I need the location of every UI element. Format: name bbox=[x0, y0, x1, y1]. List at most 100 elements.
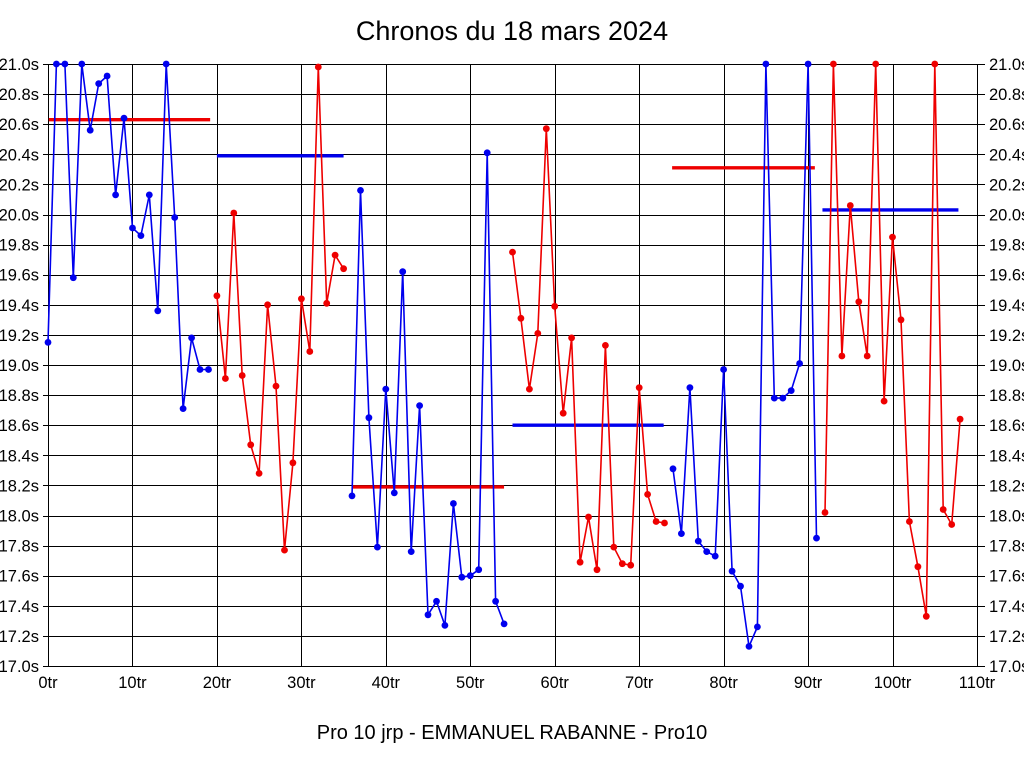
stint-6-data-point bbox=[846, 202, 854, 209]
y-tick-label: 18.0s bbox=[989, 508, 1024, 526]
stint-3-data-point bbox=[475, 566, 483, 574]
stint-4-data-point bbox=[559, 409, 567, 417]
y-tick-label: 19.4s bbox=[989, 297, 1024, 315]
stint-3-data-point bbox=[500, 620, 508, 628]
x-tick-label: 0tr bbox=[38, 674, 58, 692]
stint-1-data-point bbox=[103, 72, 111, 80]
chart-title: Chronos du 18 mars 2024 bbox=[355, 16, 669, 46]
y-tick-label: 18.0s bbox=[0, 508, 39, 526]
y-tick-label: 20.4s bbox=[0, 146, 39, 164]
y-tick-label: 19.2s bbox=[0, 327, 39, 345]
y-tick-label: 18.6s bbox=[989, 417, 1024, 435]
stint-1-data-point bbox=[137, 232, 145, 240]
stint-2-data-point bbox=[272, 382, 280, 390]
y-axis-labels-right: 21.0s 20.8s 20.6s 20.4s 20.2s 20.0s 19.8s 19.6s… bbox=[989, 56, 1024, 676]
stint-6-data-point bbox=[948, 521, 956, 528]
x-tick-label: 100tr bbox=[874, 674, 912, 692]
stint-5-data-point bbox=[804, 60, 812, 68]
stint-5-data-point bbox=[762, 60, 770, 68]
stint-2-data-point bbox=[331, 251, 339, 259]
stint-4-data-point bbox=[551, 302, 559, 310]
y-tick-label: 19.6s bbox=[989, 267, 1024, 285]
y-tick-label: 17.0s bbox=[0, 658, 39, 676]
x-tick-label: 50tr bbox=[456, 674, 485, 692]
stint-4-data-point bbox=[652, 518, 660, 525]
stint-5-data-point bbox=[787, 387, 795, 394]
stint-6-data-point bbox=[830, 60, 837, 68]
driver-session-label: Pro 10 jrp - EMMANUEL RABANNE - Pro10 bbox=[316, 722, 708, 744]
stint-3-line bbox=[351, 152, 505, 626]
x-tick-label: 90tr bbox=[794, 674, 823, 692]
stint-6-data-point bbox=[838, 352, 846, 360]
y-tick-label: 17.8s bbox=[0, 538, 39, 556]
y-tick-label: 18.4s bbox=[989, 447, 1024, 465]
stint-3-data-point bbox=[450, 500, 457, 507]
stint-6-data-point bbox=[889, 233, 896, 241]
stint-6-data-point bbox=[821, 509, 829, 516]
stint-3-data-point bbox=[407, 548, 415, 555]
stint-1-data-point bbox=[179, 405, 187, 412]
stint-2-data-point bbox=[314, 63, 322, 71]
y-tick-label: 17.0s bbox=[989, 658, 1024, 676]
stint-6-data-point bbox=[863, 352, 871, 360]
stint-6-data-point bbox=[956, 415, 964, 423]
y-tick-label: 18.8s bbox=[0, 387, 39, 405]
x-tick-label: 110tr bbox=[959, 674, 996, 692]
x-tick-label: 30tr bbox=[287, 674, 316, 692]
stint-4-data-point bbox=[602, 342, 609, 349]
stint-4-data-point bbox=[635, 384, 643, 391]
stint-3-data-point bbox=[390, 489, 398, 497]
stint-5-data-point bbox=[678, 530, 685, 537]
stint-6-data-point bbox=[906, 518, 913, 525]
stint-6-line bbox=[824, 63, 961, 617]
stint-4-series bbox=[509, 125, 668, 574]
x-tick-label: 20tr bbox=[203, 674, 232, 692]
stint-1-data-point bbox=[188, 334, 196, 342]
stint-5-data-point bbox=[694, 537, 702, 545]
stint-6-data-point bbox=[931, 60, 939, 68]
stint-2-data-point bbox=[238, 372, 246, 379]
y-tick-label: 19.2s bbox=[989, 327, 1024, 345]
y-tick-label: 19.8s bbox=[0, 237, 39, 255]
stint-5-series bbox=[669, 60, 820, 650]
stint-5-line bbox=[672, 63, 818, 650]
y-tick-label: 20.2s bbox=[0, 176, 39, 194]
stint-4-data-point bbox=[585, 513, 592, 521]
stint-1-data-point bbox=[61, 60, 69, 68]
stint-2-data-point bbox=[222, 375, 229, 382]
stint-4-data-point bbox=[517, 314, 525, 322]
stint-2-data-point bbox=[247, 441, 255, 449]
y-tick-label: 17.6s bbox=[989, 568, 1024, 586]
y-tick-label: 20.8s bbox=[989, 86, 1024, 104]
stint-4-line bbox=[511, 128, 665, 570]
stint-6-data-point bbox=[855, 298, 863, 306]
x-tick-label: 10tr bbox=[118, 674, 147, 692]
stint-2-data-point bbox=[281, 546, 288, 554]
stint-4-data-point bbox=[526, 385, 533, 393]
stint-5-data-point bbox=[813, 534, 820, 542]
stint-1-data-point bbox=[120, 114, 128, 122]
stint-1-data-point bbox=[86, 126, 94, 134]
stint-3-data-point bbox=[466, 572, 474, 580]
stint-4-data-point bbox=[509, 248, 516, 256]
stint-4-data-point bbox=[542, 125, 550, 133]
stint-1-data-point bbox=[205, 366, 212, 373]
stint-5-data-point bbox=[728, 567, 736, 575]
stint-1-data-point bbox=[112, 191, 119, 199]
stint-2-data-point bbox=[289, 459, 297, 467]
stint-3-data-point bbox=[365, 414, 373, 422]
stint-1-data-point bbox=[129, 224, 136, 232]
y-tick-label: 20.6s bbox=[989, 116, 1024, 134]
stint-3-data-point bbox=[416, 402, 423, 409]
y-tick-label: 20.0s bbox=[989, 207, 1024, 225]
stint-6-data-point bbox=[872, 60, 880, 68]
stint-3-data-point bbox=[382, 385, 390, 393]
stint-2-data-point bbox=[255, 470, 263, 477]
stint-3-data-point bbox=[357, 187, 364, 194]
stint-5-data-point bbox=[745, 643, 753, 650]
stint-5-data-point bbox=[703, 548, 711, 555]
stint-4-data-point bbox=[593, 566, 601, 574]
stint-3-data-point bbox=[492, 597, 499, 605]
stint-5-data-point bbox=[669, 465, 677, 473]
